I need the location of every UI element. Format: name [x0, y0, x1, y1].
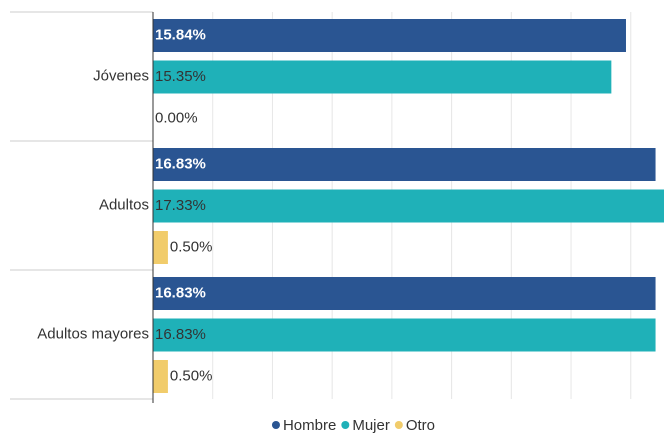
bar — [153, 148, 656, 181]
data-label: 0.50% — [170, 238, 213, 255]
bar — [153, 19, 626, 52]
legend-label: Otro — [406, 417, 435, 434]
data-label: 16.83% — [155, 284, 206, 301]
data-label: 0.00% — [155, 109, 198, 126]
bar — [153, 318, 656, 352]
legend: Hombre Mujer Otro — [271, 417, 435, 434]
data-label: 0.50% — [170, 367, 213, 384]
bar — [153, 360, 168, 393]
legend-label: Hombre — [283, 417, 336, 434]
data-label: 15.35% — [155, 68, 206, 85]
y-tick-label: Jóvenes — [93, 67, 149, 84]
data-label: 17.33% — [155, 197, 206, 214]
y-tick-label: Adultos — [99, 196, 149, 213]
legend-marker — [394, 421, 403, 429]
data-label: 16.83% — [155, 326, 206, 343]
legend-marker — [271, 421, 280, 429]
bar — [153, 189, 664, 223]
bar — [153, 60, 612, 94]
data-label: 15.84% — [155, 26, 206, 43]
legend-marker — [341, 421, 350, 429]
bar — [153, 277, 656, 310]
y-tick-label: Adultos mayores — [37, 325, 149, 342]
legend-label: Mujer — [352, 417, 390, 434]
bar — [153, 231, 168, 264]
data-label: 16.83% — [155, 155, 206, 172]
